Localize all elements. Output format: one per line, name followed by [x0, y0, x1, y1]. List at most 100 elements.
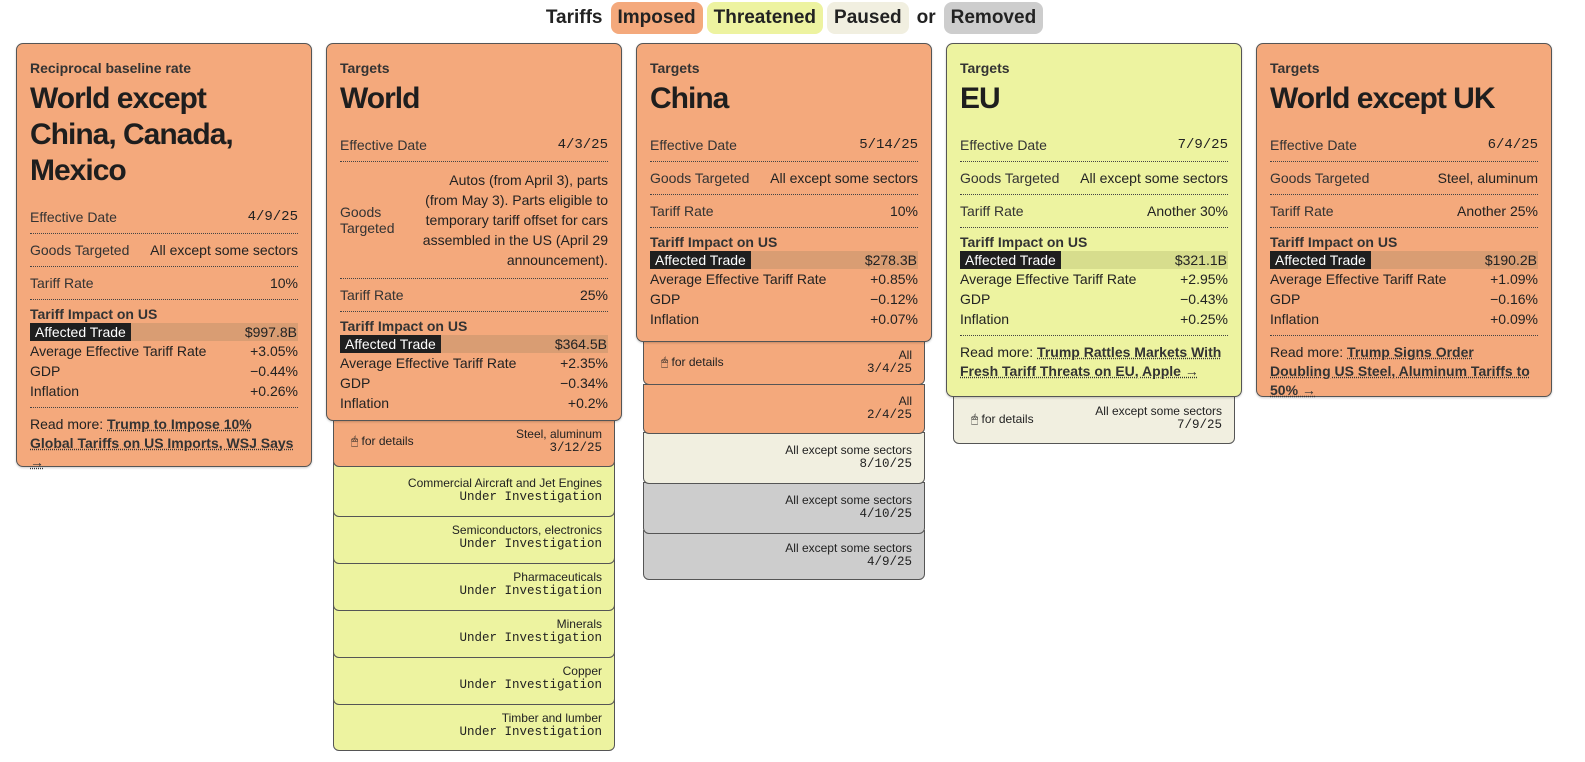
world-history-steel-aluminum[interactable]: 🖱 for details Steel, aluminum 3/12/25	[333, 412, 615, 467]
tariff-rate-value: Another 25%	[1457, 203, 1538, 219]
history-date: Under Investigation	[459, 584, 602, 598]
legend-threatened[interactable]: Threatened	[706, 2, 824, 34]
effective-date-value: 4/9/25	[247, 209, 298, 225]
read-more-label: Read more:	[960, 344, 1034, 360]
goods-targeted-row: Goods Targeted All except some sectors	[960, 162, 1228, 195]
goods-targeted-row: Goods Targeted Steel, aluminum	[1270, 162, 1538, 195]
world-history-copper[interactable]: Copper Under Investigation	[333, 652, 615, 705]
tariff-rate-label: Tariff Rate	[1270, 203, 1334, 219]
gdp-value: −0.34%	[560, 375, 608, 391]
tariff-rate-label: Tariff Rate	[30, 275, 94, 291]
gdp-label: GDP	[960, 291, 991, 307]
affected-trade-value: $364.5B	[554, 336, 607, 352]
card-kicker: Targets	[340, 60, 390, 76]
tariff-rate-row: Tariff Rate 10%	[30, 267, 298, 300]
history-goods: All except some sectors	[785, 541, 912, 555]
history-goods: Pharmaceuticals	[513, 570, 602, 584]
gdp-value: −0.16%	[1490, 291, 1538, 307]
gdp-row: GDP −0.16%	[1270, 289, 1538, 309]
legend-paused[interactable]: Paused	[827, 2, 909, 34]
goods-targeted-row: Goods Targeted Autos (from April 3), part…	[340, 162, 608, 279]
card-title: EU	[960, 82, 1001, 115]
card-reciprocal-baseline[interactable]: Reciprocal baseline rate World except Ch…	[16, 43, 312, 470]
history-date: Under Investigation	[459, 631, 602, 645]
details-hint[interactable]: 🖱 for details	[351, 434, 414, 448]
inflation-value: +0.2%	[567, 395, 608, 411]
tariff-rate-value: 10%	[269, 275, 298, 291]
world-history-minerals[interactable]: Minerals Under Investigation	[333, 605, 615, 658]
affected-trade-label: Affected Trade	[650, 251, 751, 269]
affected-trade-row: Affected Trade $278.3B	[650, 251, 918, 269]
inflation-label: Inflation	[1270, 311, 1320, 327]
card-china[interactable]: Targets China Effective Date 5/14/25 Goo…	[636, 43, 932, 342]
card-kicker: Targets	[1270, 60, 1320, 76]
world-history-aircraft[interactable]: Commercial Aircraft and Jet Engines Unde…	[333, 462, 615, 517]
history-goods: Minerals	[556, 617, 602, 631]
affected-trade-label: Affected Trade	[340, 335, 441, 353]
avg-rate-row: Average Effective Tariff Rate +1.09%	[1270, 269, 1538, 289]
card-kicker: Targets	[650, 60, 700, 76]
history-date: 4/9/25	[866, 555, 912, 569]
card-title: China	[650, 82, 729, 115]
effective-date-value: 4/3/25	[557, 137, 608, 153]
affected-trade-row: Affected Trade $321.1B	[960, 251, 1228, 269]
history-goods: Semiconductors, electronics	[451, 523, 602, 537]
legend-imposed[interactable]: Imposed	[610, 2, 703, 34]
china-history-removed-apr10[interactable]: All except some sectors 4/10/25	[643, 482, 925, 534]
card-kicker: Reciprocal baseline rate	[30, 60, 192, 76]
read-more-link[interactable]: Trump Rattles Markets With Fresh Tariff …	[960, 344, 1222, 379]
tariff-rate-value: Another 30%	[1147, 203, 1228, 219]
affected-trade-row: Affected Trade $190.2B	[1270, 251, 1538, 269]
world-history-pharmaceuticals[interactable]: Pharmaceuticals Under Investigation	[333, 558, 615, 611]
status-legend: Tariffs Imposed Threatened Paused or Rem…	[0, 2, 1585, 34]
tariff-rate-row: Tariff Rate 10%	[650, 195, 918, 228]
read-more-link[interactable]: Trump Signs Order Doubling US Steel, Alu…	[1270, 344, 1530, 398]
affected-trade-value: $190.2B	[1484, 252, 1537, 268]
world-history-timber[interactable]: Timber and lumber Under Investigation	[333, 699, 615, 751]
history-date: Under Investigation	[459, 678, 602, 692]
goods-targeted-value: All except some sectors	[770, 170, 918, 186]
history-date: Under Investigation	[459, 725, 602, 739]
gdp-label: GDP	[30, 363, 61, 379]
effective-date-value: 7/9/25	[1177, 137, 1228, 153]
effective-date-value: 5/14/25	[859, 137, 918, 153]
read-more: Read more: Trump Signs Order Doubling US…	[1270, 343, 1538, 400]
inflation-row: Inflation +0.07%	[650, 309, 918, 329]
china-history-all-feb[interactable]: All 2/4/25	[643, 384, 925, 434]
legend-removed[interactable]: Removed	[943, 2, 1044, 34]
goods-targeted-value: Steel, aluminum	[1437, 170, 1538, 186]
card-title: World except UK	[1270, 82, 1496, 115]
details-hint[interactable]: 🖱 for details	[661, 355, 724, 369]
avg-rate-value: +2.35%	[560, 355, 608, 371]
card-world[interactable]: Targets World Effective Date 4/3/25 Good…	[326, 43, 622, 421]
goods-targeted-label: Goods Targeted	[30, 242, 130, 258]
card-world-except-uk[interactable]: Targets World except UK Effective Date 6…	[1256, 43, 1552, 400]
details-hint[interactable]: 🖱 for details	[971, 412, 1034, 426]
china-history-removed-apr9[interactable]: All except some sectors 4/9/25	[643, 530, 925, 580]
goods-targeted-label: Goods Targeted	[1270, 170, 1370, 186]
gdp-row: GDP −0.44%	[30, 361, 298, 381]
eu-history-paused[interactable]: 🖱 for details All except some sectors 7/…	[953, 390, 1235, 444]
china-history-paused[interactable]: All except some sectors 8/10/25	[643, 432, 925, 484]
avg-rate-value: +3.05%	[250, 343, 298, 359]
avg-rate-row: Average Effective Tariff Rate +3.05%	[30, 341, 298, 361]
history-date: 2/4/25	[866, 408, 912, 422]
effective-date-row: Effective Date 5/14/25	[650, 129, 918, 162]
world-history-semiconductors[interactable]: Semiconductors, electronics Under Invest…	[333, 511, 615, 564]
history-date: 4/10/25	[859, 507, 912, 521]
card-eu[interactable]: Targets EU Effective Date 7/9/25 Goods T…	[946, 43, 1242, 397]
gdp-value: −0.44%	[250, 363, 298, 379]
gdp-row: GDP −0.34%	[340, 373, 608, 393]
goods-targeted-label: Goods Targeted	[650, 170, 750, 186]
china-history-all-mar[interactable]: 🖱 for details All 3/4/25	[643, 335, 925, 385]
avg-rate-label: Average Effective Tariff Rate	[30, 343, 207, 359]
effective-date-label: Effective Date	[960, 137, 1047, 153]
tariff-rate-label: Tariff Rate	[650, 203, 714, 219]
effective-date-label: Effective Date	[1270, 137, 1357, 153]
inflation-label: Inflation	[650, 311, 700, 327]
avg-rate-row: Average Effective Tariff Rate +0.85%	[650, 269, 918, 289]
read-more-link[interactable]: Trump to Impose 10% Global Tariffs on US…	[30, 416, 294, 470]
history-goods: All except some sectors	[785, 443, 912, 457]
goods-targeted-row: Goods Targeted All except some sectors	[650, 162, 918, 195]
tariff-rate-value: 10%	[889, 203, 918, 219]
